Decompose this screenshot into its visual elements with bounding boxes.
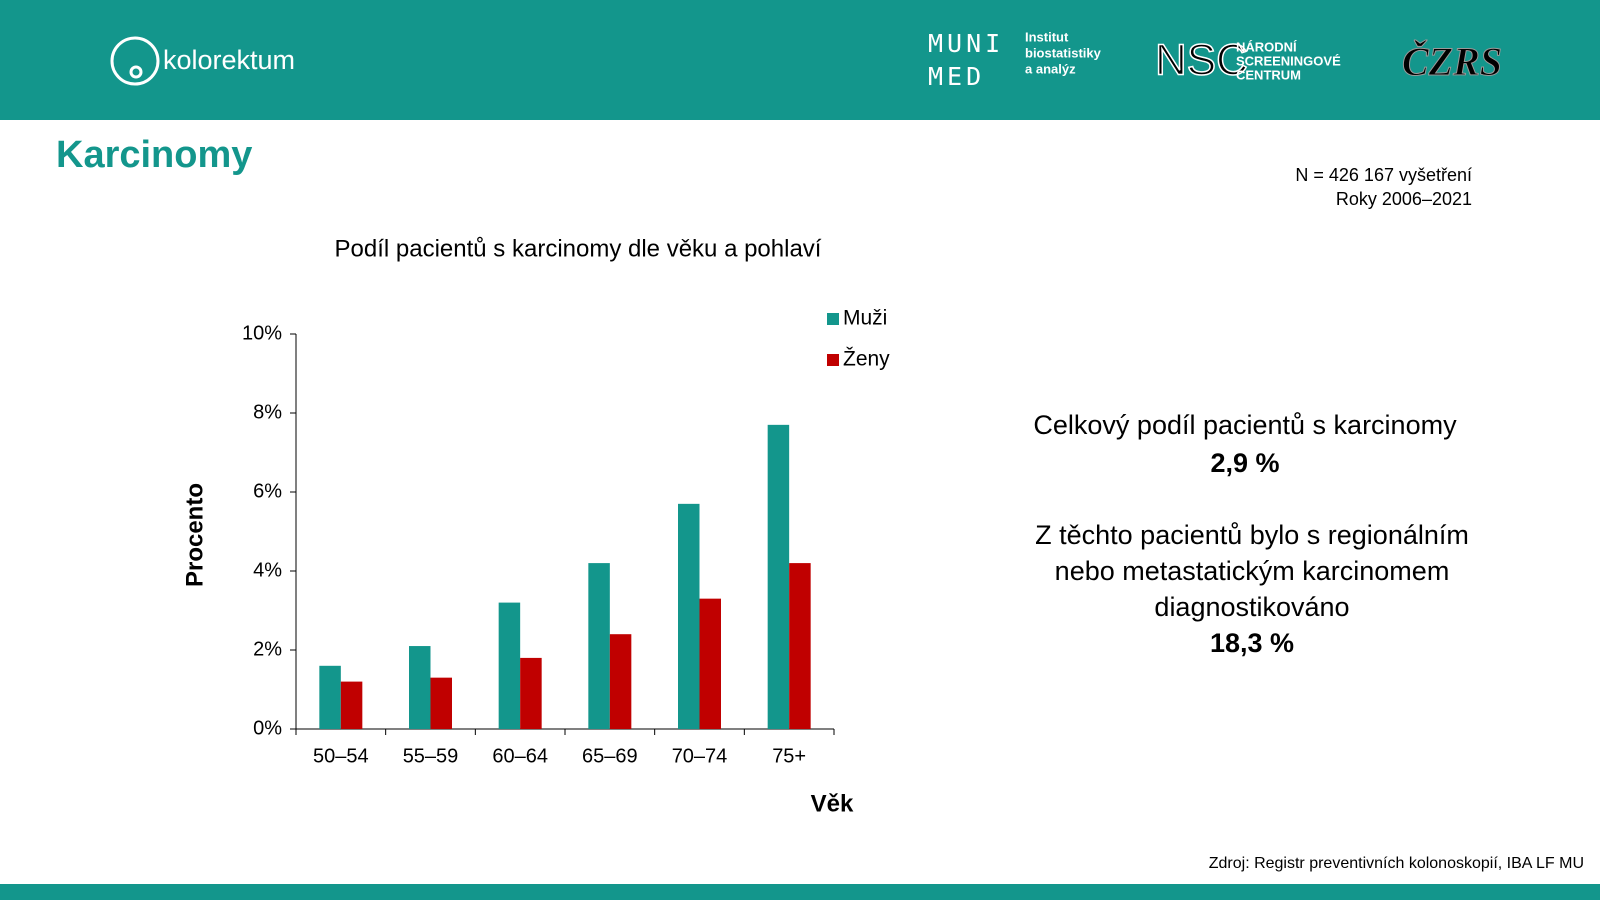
bar [409, 646, 431, 729]
slide-title: Karcinomy [56, 134, 252, 176]
x-tick-label: 50–54 [313, 745, 369, 767]
chart-title: Podíl pacientů s karcinomy dle věku a po… [335, 235, 822, 262]
nsc-name: CENTRUM [1236, 67, 1301, 82]
x-tick-label: 75+ [772, 745, 806, 767]
bar [678, 503, 700, 729]
source: Zdroj: Registr preventivních kolonoskopi… [1209, 855, 1584, 872]
summary-text: Celkový podíl pacientů s karcinomy [1033, 410, 1457, 440]
y-tick-label: 4% [253, 559, 282, 581]
x-tick-label: 65–69 [582, 745, 638, 767]
bar [767, 424, 790, 729]
brand: kolorektum [163, 45, 295, 75]
bar [699, 598, 721, 729]
y-tick-label: 8% [253, 401, 282, 423]
summary-text: Z těchto pacientů bylo s regionálním [1035, 520, 1469, 550]
x-tick-label: 60–64 [492, 745, 548, 767]
bar [498, 602, 521, 729]
bar [588, 563, 610, 729]
note: N = 426 167 vyšetření [1295, 165, 1472, 185]
legend-label: Ženy [843, 348, 890, 371]
note: Roky 2006–2021 [1336, 189, 1472, 209]
bar [319, 665, 341, 729]
brand-icon [110, 36, 160, 86]
y-tick-label: 2% [253, 638, 282, 660]
legend-swatch [827, 354, 839, 366]
header-band [0, 0, 1600, 120]
czrs-logo: ČZRS [1402, 39, 1502, 84]
x-tick-label: 55–59 [403, 745, 459, 767]
legend-swatch [827, 313, 839, 325]
institute: Institut [1025, 29, 1069, 44]
y-axis-label: Procento [181, 483, 208, 587]
footer-band [0, 884, 1600, 900]
institute: biostatistiky [1025, 45, 1102, 60]
nsc-name: NÁRODNÍ [1236, 39, 1297, 54]
y-tick-label: 6% [253, 480, 282, 502]
bar [340, 681, 363, 729]
summary-text: diagnostikováno [1154, 592, 1349, 622]
summary-value: 2,9 % [1210, 448, 1279, 478]
brand-icon-dot [129, 65, 143, 79]
x-axis-label: Věk [811, 790, 854, 817]
nsc-name: SCREENINGOVÉ [1236, 53, 1341, 68]
x-tick-label: 70–74 [672, 745, 728, 767]
bar [789, 563, 811, 729]
y-tick-label: 0% [253, 717, 282, 739]
bar [520, 657, 542, 729]
legend-label: Muži [843, 307, 887, 330]
muni-med: MED [928, 62, 985, 91]
bar [609, 634, 632, 729]
y-tick-label: 10% [242, 322, 282, 344]
muni: MUNI [928, 29, 1004, 58]
institute: a analýz [1025, 61, 1076, 76]
nsc-logo: NSC [1155, 36, 1248, 85]
bar [430, 677, 452, 729]
summary-value: 18,3 % [1210, 628, 1294, 658]
summary-text: nebo metastatickým karcinomem [1055, 556, 1450, 586]
